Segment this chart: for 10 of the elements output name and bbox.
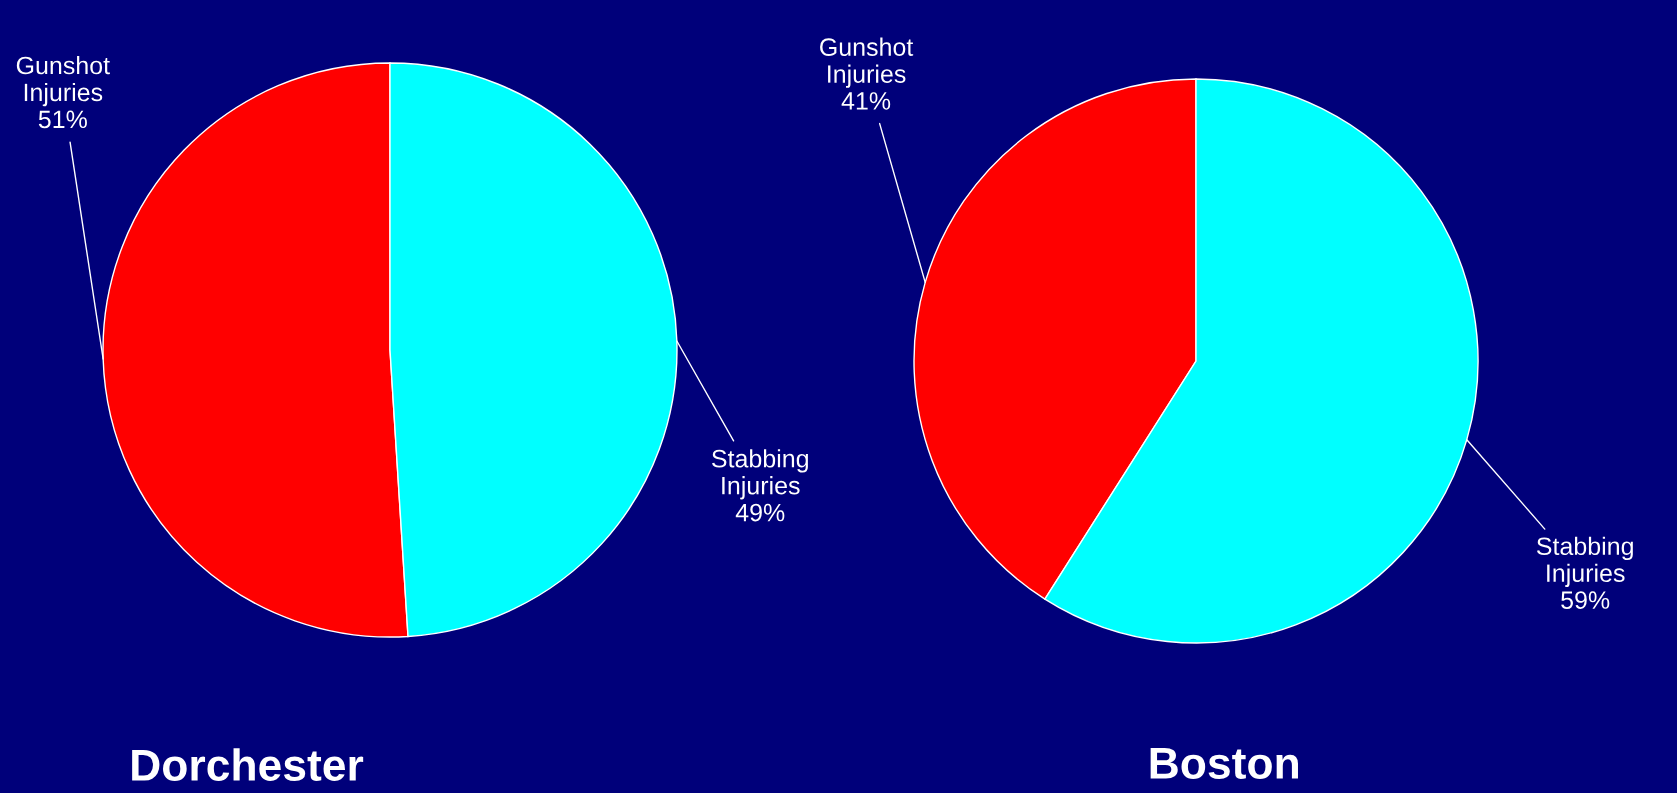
slice-label: Gunshot Injuries [16,55,110,107]
slice-label: Stabbing Injuries [1536,536,1633,587]
text: Boston [1150,748,1298,780]
text: Dorchester [132,748,364,781]
data-label: 59% [1561,591,1610,609]
data-label: 51% [38,110,87,129]
slice-label: Gunshot Injuries [820,37,914,88]
slice-label: Stabbing Injuries [712,449,808,500]
data-label: 49% [735,503,785,522]
data-label: 41% [841,92,891,110]
